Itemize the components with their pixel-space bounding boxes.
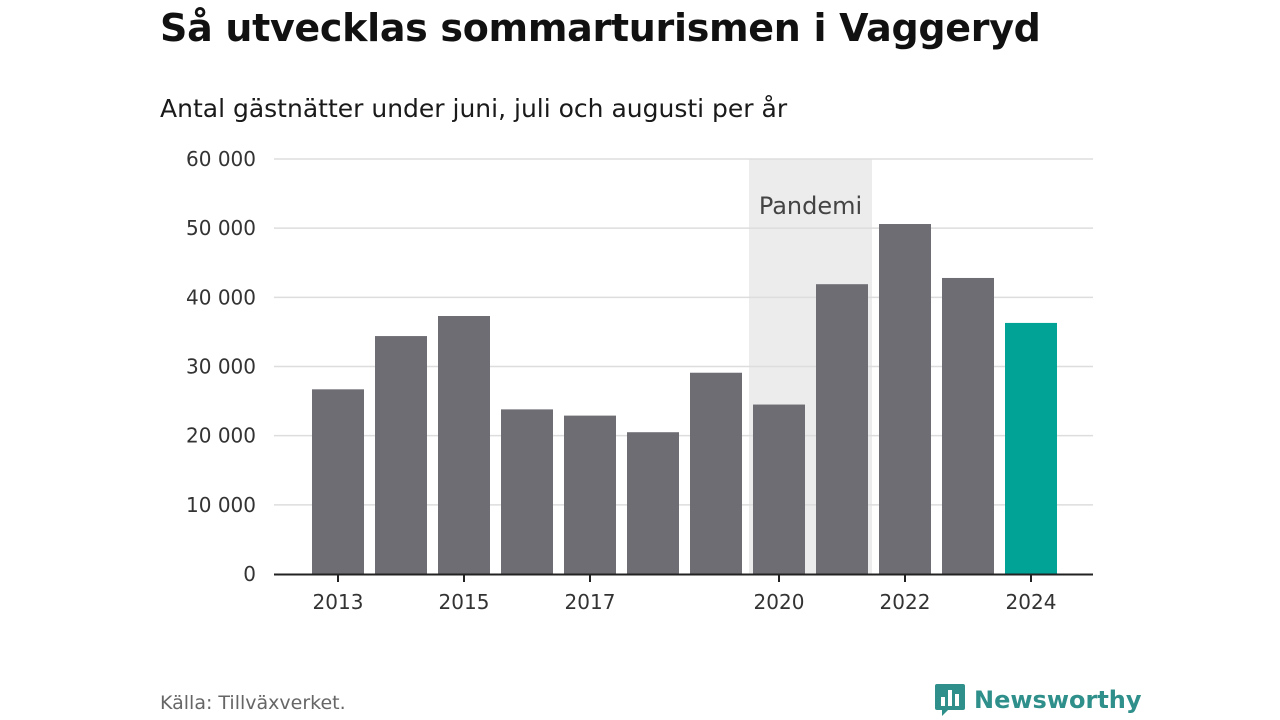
x-tick-label: 2013 [313,590,364,614]
pandemic-label: Pandemi [759,192,862,220]
bar-2018 [627,432,679,574]
bar-2015 [438,316,490,574]
brand-name: Newsworthy [974,686,1142,714]
bar-2017 [564,415,616,574]
bar-2013 [312,389,364,574]
bar-2021 [816,284,868,574]
x-tick-label: 2022 [880,590,931,614]
y-tick-label: 40 000 [186,285,256,309]
bar-2022 [879,224,931,574]
y-tick-label: 30 000 [186,355,256,379]
source-note: Källa: Tillväxverket. [160,692,346,714]
bar-2019 [690,372,742,574]
x-tick-label: 2020 [754,590,805,614]
chart-title: Så utvecklas sommarturismen i Vaggeryd [160,6,1041,50]
x-tick-label: 2017 [565,590,616,614]
y-tick-label: 10 000 [186,493,256,517]
x-tick-label: 2015 [439,590,490,614]
bar-2016 [501,409,553,574]
chart-subtitle: Antal gästnätter under juni, juli och au… [160,94,788,123]
y-tick-label: 60 000 [186,147,256,171]
bar-2020 [753,404,805,574]
y-tick-label: 20 000 [186,424,256,448]
y-tick-label: 50 000 [186,216,256,240]
y-tick-label: 0 [243,562,256,586]
brand-logo: Newsworthy [934,682,1142,718]
newsworthy-icon [935,684,965,716]
bar-2023 [942,277,994,574]
bar-2024 [1005,322,1057,574]
bar-2014 [375,336,427,574]
x-tick-label: 2024 [1006,590,1057,614]
